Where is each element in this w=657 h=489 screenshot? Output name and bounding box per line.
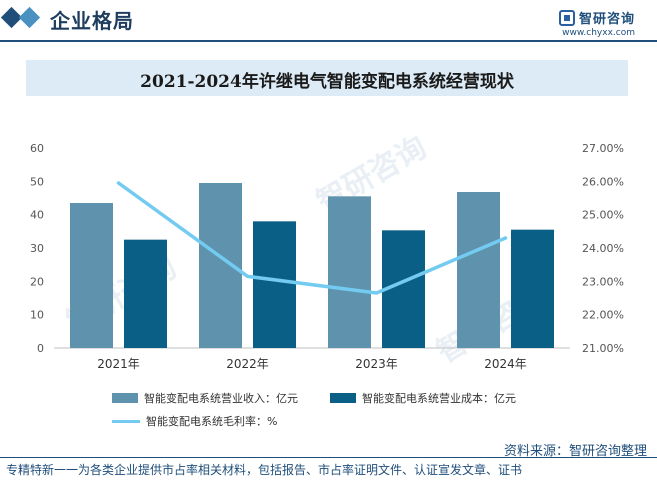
bar-cost bbox=[124, 239, 167, 348]
y-left-tick-label: 20 bbox=[30, 275, 44, 288]
header-divider bbox=[0, 40, 657, 42]
section-title: 企业格局 bbox=[50, 9, 134, 33]
y-right-tick-label: 21.00% bbox=[582, 342, 624, 355]
x-tick-label: 2024年 bbox=[484, 357, 527, 371]
y-left-tick-label: 60 bbox=[30, 142, 44, 155]
brand-logo: 智研咨询 bbox=[558, 8, 635, 27]
page-header: 企业格局 智研咨询 www.chyxx.com bbox=[0, 0, 657, 42]
y-right-tick-label: 25.00% bbox=[582, 209, 624, 222]
y-left-tick-label: 40 bbox=[30, 209, 44, 222]
y-left-tick-label: 50 bbox=[30, 175, 44, 188]
line-margin bbox=[116, 181, 508, 295]
y-left-tick-label: 30 bbox=[30, 242, 44, 255]
legend-item-revenue: 智能变配电系统营业收入：亿元 bbox=[112, 390, 298, 406]
logo-icon bbox=[558, 9, 575, 26]
legend-swatch-cost bbox=[330, 393, 356, 403]
x-tick-label: 2022年 bbox=[226, 357, 269, 371]
source-note: 资料来源：智研咨询整理 bbox=[503, 444, 647, 459]
y-right-tick-label: 22.00% bbox=[582, 309, 624, 322]
legend-swatch-margin bbox=[112, 419, 140, 423]
legend-item-cost: 智能变配电系统营业成本：亿元 bbox=[330, 390, 516, 406]
y-right-tick-label: 27.00% bbox=[582, 142, 624, 155]
bar-revenue bbox=[328, 196, 371, 348]
bar-cost bbox=[511, 229, 554, 348]
legend-label-revenue: 智能变配电系统营业收入：亿元 bbox=[144, 392, 298, 405]
y-right-tick-label: 24.00% bbox=[582, 242, 624, 255]
bar-revenue bbox=[457, 192, 500, 348]
y-right-tick-label: 26.00% bbox=[582, 175, 624, 188]
legend-label-cost: 智能变配电系统营业成本：亿元 bbox=[362, 392, 516, 405]
logo-text: 智研咨询 bbox=[578, 12, 635, 27]
legend-item-margin: 智能变配电系统毛利率：% bbox=[112, 413, 277, 429]
chart-title-band bbox=[26, 60, 628, 96]
footer-slogan: 专精特新一一为各类企业提供市占率相关材料，包括报告、市占率证明文件、认证宣发文章… bbox=[6, 463, 523, 477]
logo-url: www.chyxx.com bbox=[562, 28, 635, 38]
legend-swatch-revenue bbox=[112, 393, 138, 403]
footer-divider bbox=[0, 457, 657, 458]
bar-revenue bbox=[70, 203, 113, 348]
x-tick-label: 2023年 bbox=[355, 357, 398, 371]
bar-revenue bbox=[199, 183, 242, 348]
x-tick-label: 2021年 bbox=[97, 357, 140, 371]
y-right-tick-label: 23.00% bbox=[582, 275, 624, 288]
y-left-tick-label: 10 bbox=[30, 309, 44, 322]
chart-title: 2021-2024年许继电气智能变配电系统经营现状 bbox=[140, 72, 514, 92]
y-left-tick-label: 0 bbox=[37, 342, 44, 355]
bar-cost bbox=[253, 221, 296, 348]
legend-label-margin: 智能变配电系统毛利率：% bbox=[146, 415, 278, 428]
